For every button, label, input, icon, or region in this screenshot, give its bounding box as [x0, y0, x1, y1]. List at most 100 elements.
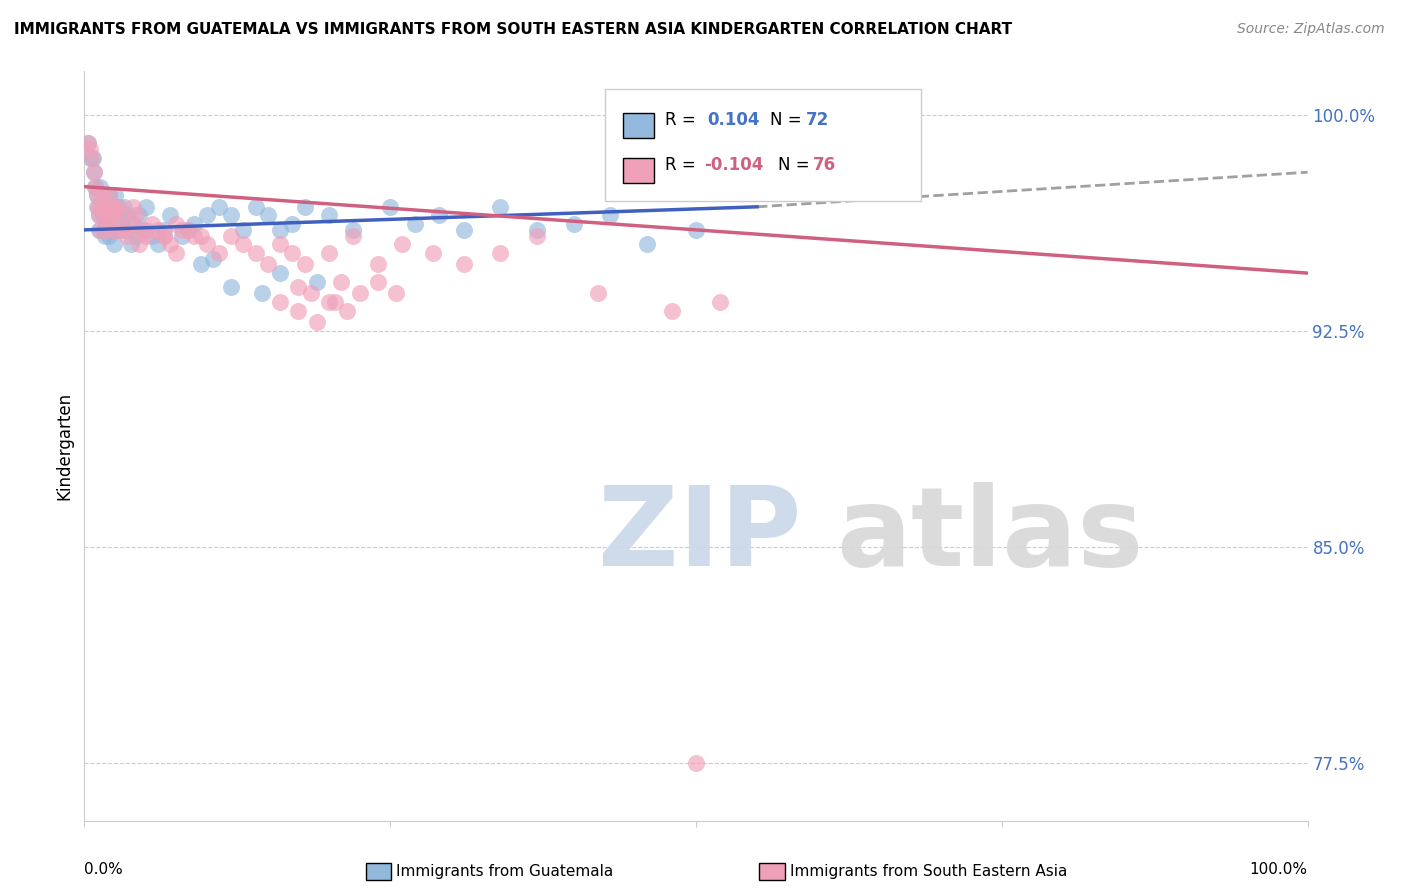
Point	[165, 246, 187, 260]
Point	[97, 228, 120, 243]
Text: -0.104: -0.104	[704, 156, 763, 174]
Point	[153, 228, 176, 243]
Point	[89, 223, 111, 237]
Point	[135, 228, 157, 243]
Point	[89, 179, 111, 194]
Point	[453, 223, 475, 237]
Y-axis label: Kindergarten: Kindergarten	[55, 392, 73, 500]
Point	[177, 223, 200, 237]
Point	[318, 209, 340, 223]
Point	[245, 246, 267, 260]
Text: atlas: atlas	[837, 483, 1144, 590]
Point	[183, 217, 205, 231]
Text: 0.104: 0.104	[707, 112, 759, 129]
Point	[422, 246, 444, 260]
Point	[120, 217, 142, 231]
Point	[294, 200, 316, 214]
Point	[661, 303, 683, 318]
Point	[84, 179, 107, 194]
Point	[159, 209, 181, 223]
Text: Source: ZipAtlas.com: Source: ZipAtlas.com	[1237, 22, 1385, 37]
Point	[101, 200, 124, 214]
Point	[105, 200, 128, 214]
Point	[257, 257, 280, 271]
Point	[245, 200, 267, 214]
Point	[93, 209, 115, 223]
Point	[125, 209, 148, 223]
Text: R =: R =	[665, 156, 696, 174]
Point	[323, 294, 346, 309]
Point	[281, 246, 304, 260]
Point	[90, 200, 112, 214]
Point	[165, 217, 187, 231]
Point	[190, 257, 212, 271]
Point	[97, 188, 120, 202]
Point	[709, 294, 731, 309]
Point	[77, 136, 100, 151]
Point	[232, 237, 254, 252]
Point	[104, 209, 127, 223]
Point	[122, 217, 145, 231]
Point	[86, 200, 108, 214]
Point	[83, 165, 105, 179]
Point	[105, 223, 128, 237]
Point	[208, 246, 231, 260]
Point	[80, 151, 103, 165]
Point	[77, 136, 100, 151]
Point	[94, 223, 117, 237]
Point	[153, 228, 176, 243]
Point	[349, 286, 371, 301]
Point	[96, 217, 118, 231]
Point	[336, 303, 359, 318]
Point	[87, 200, 110, 214]
Point	[110, 217, 132, 231]
Point	[636, 237, 658, 252]
Point	[105, 209, 128, 223]
Text: 100.0%: 100.0%	[1250, 862, 1308, 877]
Point	[177, 223, 200, 237]
Point	[257, 209, 280, 223]
Point	[132, 223, 155, 237]
Point	[98, 209, 121, 223]
Point	[91, 188, 114, 202]
Point	[98, 200, 121, 214]
Point	[100, 223, 122, 237]
Point	[114, 223, 136, 237]
Point	[685, 756, 707, 770]
Point	[135, 223, 157, 237]
Text: N =: N =	[778, 156, 808, 174]
Point	[219, 209, 242, 223]
Point	[79, 151, 101, 165]
Point	[586, 286, 609, 301]
Point	[96, 209, 118, 223]
Point	[190, 228, 212, 243]
Point	[115, 209, 138, 223]
Point	[128, 237, 150, 252]
Point	[269, 223, 291, 237]
Point	[110, 209, 132, 223]
Point	[172, 228, 194, 243]
Point	[141, 217, 163, 231]
Point	[146, 223, 169, 237]
Point	[120, 237, 142, 252]
Point	[128, 209, 150, 223]
Point	[219, 280, 242, 294]
Point	[385, 286, 408, 301]
Point	[281, 217, 304, 231]
Point	[153, 223, 176, 237]
Point	[82, 151, 104, 165]
Point	[195, 237, 218, 252]
Point	[91, 194, 114, 208]
Text: Immigrants from South Eastern Asia: Immigrants from South Eastern Asia	[790, 864, 1067, 879]
Point	[94, 228, 117, 243]
Point	[287, 280, 309, 294]
Point	[219, 228, 242, 243]
Point	[79, 142, 101, 156]
Point	[97, 209, 120, 223]
Point	[122, 200, 145, 214]
Point	[269, 237, 291, 252]
Point	[97, 200, 120, 214]
Point	[83, 165, 105, 179]
Point	[287, 303, 309, 318]
Point	[380, 200, 402, 214]
